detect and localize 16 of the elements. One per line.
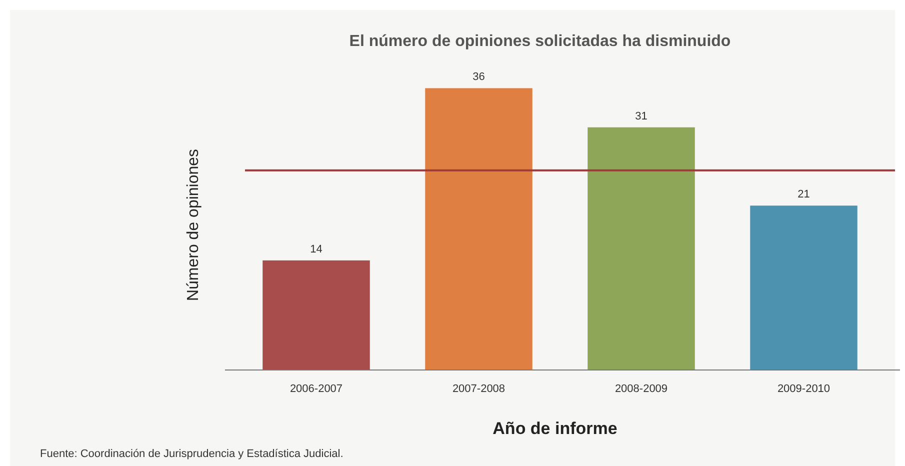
data-label: 14	[310, 243, 322, 256]
chart-title: El número de opiniones solicitadas ha disminuido	[349, 33, 731, 50]
bar	[750, 206, 858, 370]
x-tick-label: 2009-2010	[777, 383, 830, 395]
bar	[588, 127, 695, 370]
bar	[425, 88, 532, 370]
bar	[262, 260, 370, 370]
x-tick-label: 2008-2009	[614, 383, 668, 395]
data-label: 31	[635, 110, 648, 122]
x-tick-label: 2006-2007	[290, 383, 343, 395]
y-axis-title: Número de opiniones	[185, 148, 202, 302]
x-tick-label: 2007-2008	[452, 383, 506, 395]
data-label: 36	[472, 71, 485, 84]
source-note: Fuente: Coordinación de Jurisprudencia y Estadística Judicial.	[40, 448, 344, 460]
x-axis-title: Año de informe	[492, 419, 618, 438]
data-label: 21	[798, 188, 810, 201]
